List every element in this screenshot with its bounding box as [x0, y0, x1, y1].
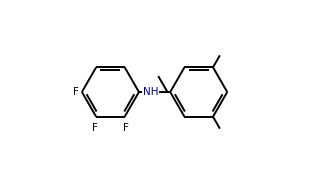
Text: F: F: [123, 123, 128, 133]
Text: F: F: [73, 87, 79, 97]
Text: NH: NH: [143, 87, 159, 97]
Text: F: F: [92, 123, 98, 133]
